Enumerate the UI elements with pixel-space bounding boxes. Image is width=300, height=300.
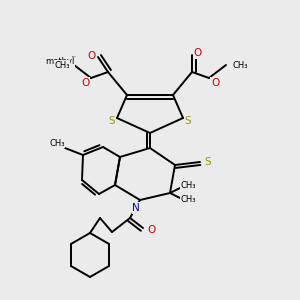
Text: S: S [205,157,211,167]
Text: CH₃: CH₃ [232,61,248,70]
Text: CH₃: CH₃ [180,196,196,205]
Text: methyl: methyl [72,56,77,57]
Text: O: O [194,48,202,58]
Text: CH₃: CH₃ [49,139,65,148]
Text: CH₃: CH₃ [180,182,196,190]
Text: S: S [185,116,191,126]
Text: O: O [211,78,219,88]
Text: CH₃: CH₃ [54,61,70,70]
Text: methyl: methyl [45,58,75,67]
Text: O: O [88,51,96,61]
Text: O: O [147,225,155,235]
Text: S: S [109,116,115,126]
Text: N: N [132,203,140,213]
Text: O: O [81,78,89,88]
